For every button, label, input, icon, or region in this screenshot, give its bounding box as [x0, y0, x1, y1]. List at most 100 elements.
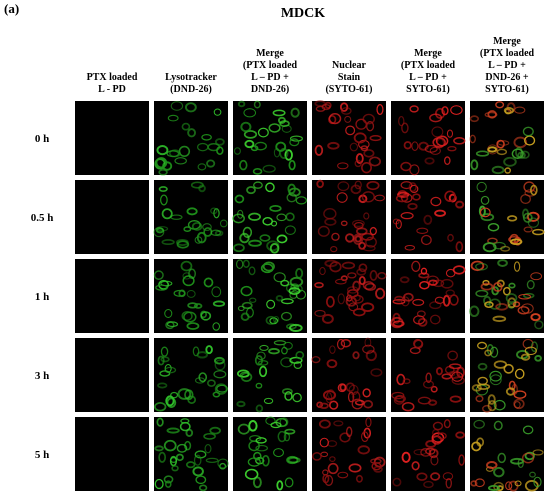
cell: [192, 346, 200, 357]
cell: [286, 323, 297, 330]
cell: [317, 225, 330, 237]
cell: [443, 419, 451, 429]
cell: [165, 395, 175, 407]
cell: [219, 462, 227, 470]
cell: [524, 480, 539, 492]
cell: [532, 449, 544, 456]
cell: [437, 432, 447, 440]
cell: [175, 453, 184, 462]
cell: [327, 389, 335, 399]
cell: [277, 116, 286, 124]
cell: [174, 157, 187, 165]
cell: [289, 356, 303, 364]
cell: [186, 289, 196, 298]
cell: [397, 191, 410, 198]
cell: [154, 445, 164, 452]
cell: [358, 275, 366, 286]
cell: [424, 157, 435, 165]
cell: [521, 303, 534, 314]
cell: [445, 289, 456, 297]
cell: [295, 267, 304, 279]
column-header: (DND-26): [170, 84, 212, 95]
cell: [341, 261, 356, 270]
cell: [335, 278, 347, 285]
cell: [455, 200, 465, 209]
cell: [365, 349, 377, 362]
cell: [158, 186, 168, 192]
panel-label: (a): [4, 1, 19, 16]
cell: [259, 344, 269, 351]
cell: [250, 145, 259, 152]
column-header: SYTO-61): [485, 84, 529, 95]
cell: [203, 277, 214, 288]
cell: [234, 194, 245, 204]
cell: [492, 241, 506, 250]
cell: [256, 351, 266, 361]
cell: [429, 301, 442, 310]
cell: [402, 378, 411, 385]
cell: [257, 127, 269, 138]
cell: [181, 310, 193, 321]
cell: [368, 156, 382, 167]
cell: [170, 101, 184, 111]
cell: [352, 308, 366, 317]
cell: [496, 148, 508, 156]
cell: [237, 305, 245, 312]
cell: [447, 233, 454, 242]
cell: [314, 309, 326, 317]
cell: [167, 114, 179, 122]
cell: [471, 384, 482, 392]
cell: [318, 419, 331, 429]
micrograph: [153, 259, 228, 333]
cell: [374, 194, 385, 202]
cell: [446, 129, 454, 138]
cell: [417, 317, 428, 327]
cell: [252, 167, 263, 175]
cell: [275, 294, 284, 302]
cell: [328, 113, 342, 125]
cell: [288, 287, 301, 295]
cell: [411, 193, 421, 201]
cell: [445, 477, 453, 489]
cell: [255, 444, 269, 452]
cell: [392, 477, 402, 487]
cell: [412, 298, 425, 306]
cell: [239, 371, 250, 378]
cell: [475, 262, 488, 271]
cell: [482, 242, 497, 253]
micrograph: [391, 101, 466, 176]
cell: [263, 397, 274, 405]
cell: [212, 300, 226, 307]
cell: [417, 396, 432, 405]
micrograph: [233, 338, 307, 413]
cell: [503, 156, 517, 167]
cell: [329, 400, 339, 410]
cell: [200, 310, 207, 319]
cell: [470, 159, 479, 171]
cell: [521, 452, 535, 464]
cell: [366, 120, 375, 132]
cell: [365, 417, 372, 428]
cell: [340, 107, 352, 115]
cell: [453, 137, 466, 145]
micrograph: [75, 338, 149, 412]
cell: [153, 402, 167, 412]
cell: [482, 279, 490, 286]
cell: [487, 394, 496, 405]
cell: [316, 179, 324, 189]
cell: [428, 448, 439, 459]
cell: [345, 426, 353, 438]
cell: [157, 355, 165, 366]
cell: [262, 164, 276, 173]
micrograph: [153, 180, 228, 254]
micrograph-background: [75, 417, 149, 491]
cell: [248, 297, 257, 303]
column-header: L - PD: [98, 84, 126, 95]
cell: [432, 421, 444, 431]
cell: [288, 159, 296, 171]
cell: [508, 282, 516, 289]
cell: [434, 209, 447, 217]
cell: [348, 302, 359, 312]
cell: [450, 105, 463, 115]
cell: [153, 227, 165, 238]
